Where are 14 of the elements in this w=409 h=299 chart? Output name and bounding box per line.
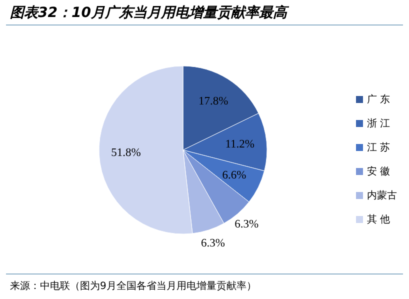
legend-label: 江 苏 bbox=[367, 142, 390, 154]
chart-title: 图表32：10月广东当月用电增量贡献率最高 bbox=[10, 4, 290, 21]
data-label: 6.6% bbox=[222, 169, 247, 182]
data-label: 6.3% bbox=[201, 237, 226, 250]
legend-label: 内蒙古 bbox=[367, 190, 397, 202]
data-label: 11.2% bbox=[225, 138, 255, 150]
legend-label: 其 他 bbox=[367, 214, 390, 226]
data-label: 51.8% bbox=[111, 147, 142, 160]
legend-label: 广 东 bbox=[367, 94, 390, 106]
data-label: 6.3% bbox=[234, 218, 260, 231]
data-label: 17.8% bbox=[198, 96, 229, 108]
source-note: 来源：中电联（图为9月全国各省当月用电增量贡献率） bbox=[10, 280, 256, 292]
legend-label: 安 徽 bbox=[367, 166, 390, 178]
legend-label: 浙 江 bbox=[367, 118, 390, 130]
